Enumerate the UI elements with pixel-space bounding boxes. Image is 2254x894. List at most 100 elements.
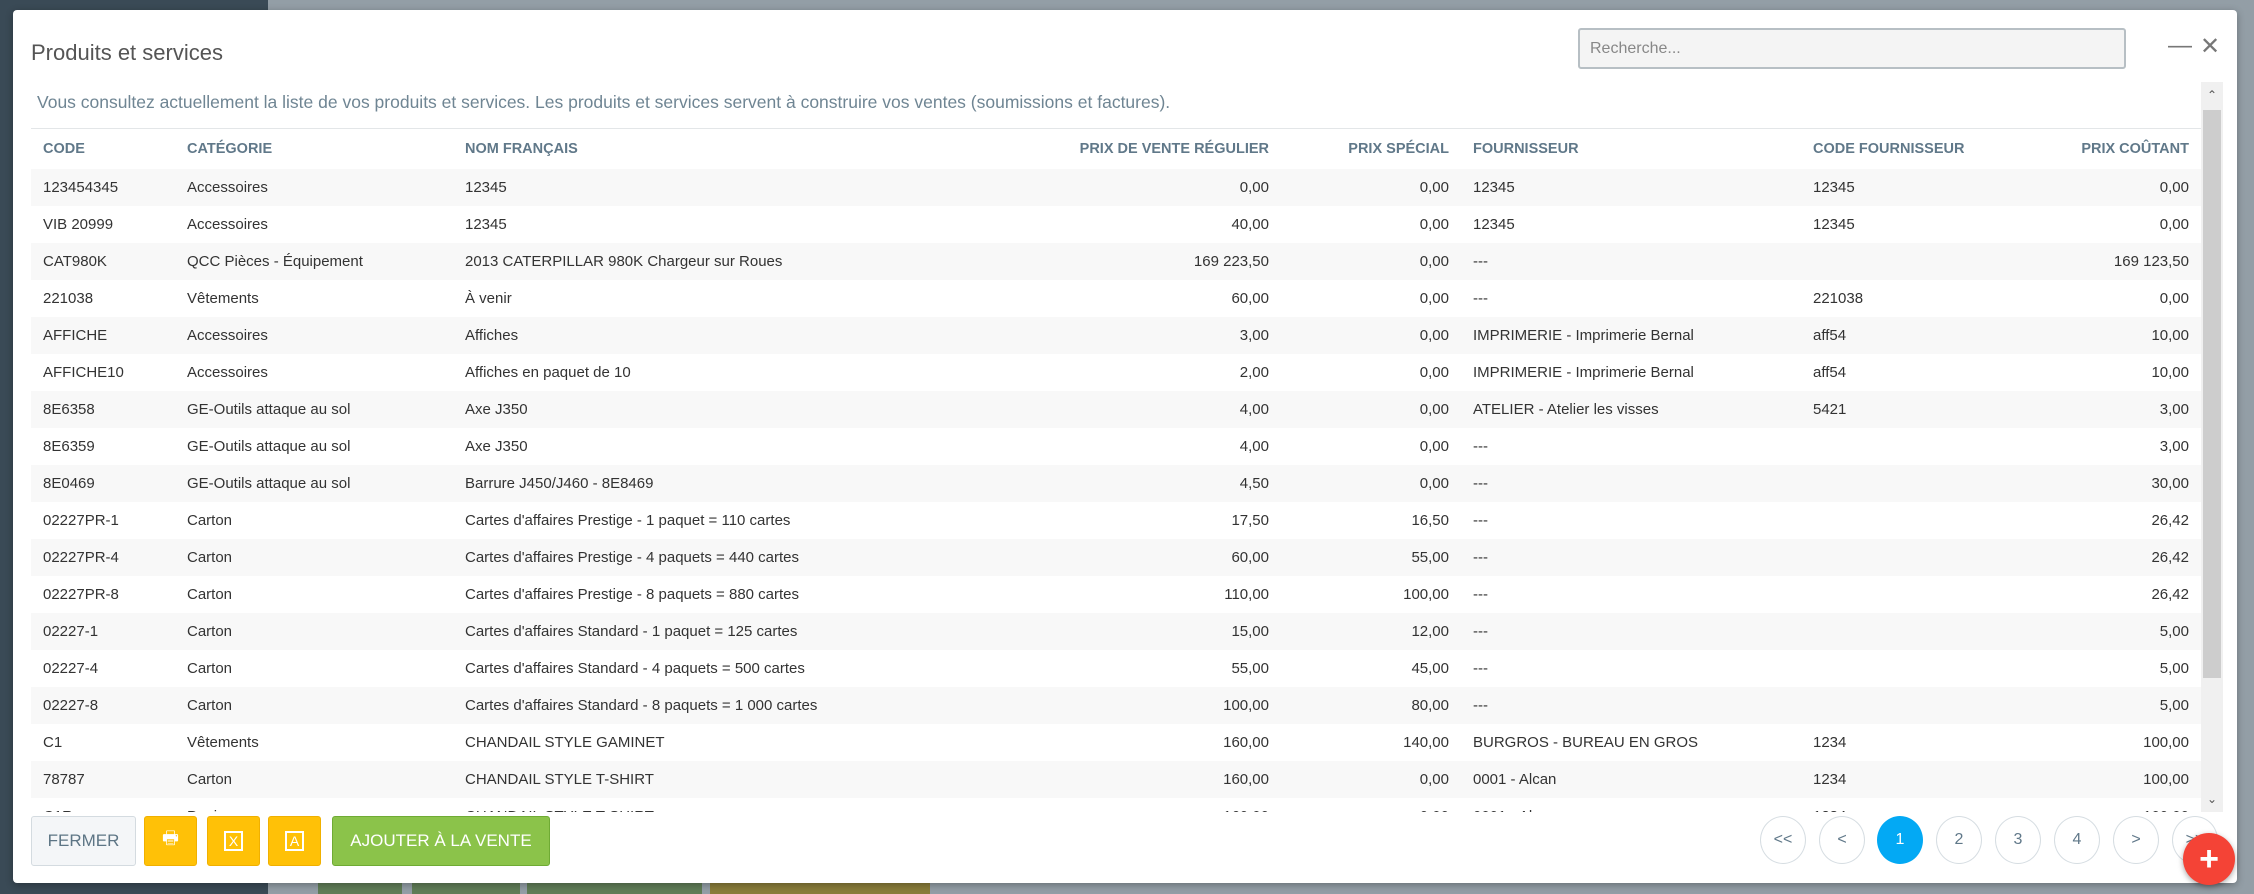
- table-row[interactable]: CAT980K QCC Pièces - Équipement 2013 CATER…: [31, 243, 2201, 280]
- cell-special-price: 0,00: [1419, 364, 1449, 381]
- column-header-supplier-code[interactable]: CODE FOURNISSEUR: [1813, 141, 1965, 157]
- cell-special-price: 55,00: [1411, 549, 1449, 566]
- close-button[interactable]: FERMER: [31, 816, 136, 866]
- table-row[interactable]: 8E6359 GE-Outils attaque au sol Axe J350 4,…: [31, 428, 2201, 465]
- cell-code: 8E6358: [43, 401, 95, 418]
- cell-code: 02227-4: [43, 660, 99, 677]
- cell-name: 2013 CATERPILLAR 980K Chargeur sur Roues: [465, 253, 783, 270]
- cell-category: Carton: [187, 697, 233, 714]
- cell-category: Carton: [187, 549, 233, 566]
- cell-cost-price: 5,00: [2159, 660, 2189, 677]
- table-row[interactable]: 02227PR-4 Carton Cartes d'affaires Prestig…: [31, 539, 2201, 576]
- table-row[interactable]: 8E6358 GE-Outils attaque au sol Axe J350 4,…: [31, 391, 2201, 428]
- cell-category: GE-Outils attaque au sol: [187, 475, 351, 492]
- scroll-up-icon[interactable]: ⌃: [2206, 88, 2218, 102]
- export-excel-button[interactable]: X: [207, 816, 260, 866]
- cell-cost-price: 26,42: [2151, 549, 2189, 566]
- table-row[interactable]: 02227-4 Carton Cartes d'affaires Standard …: [31, 650, 2201, 687]
- cell-supplier-code: 12345: [1813, 179, 1855, 196]
- cell-name: Axe J350: [465, 401, 528, 418]
- column-header-category[interactable]: CATÉGORIE: [187, 141, 273, 157]
- modal-title: Produits et services: [31, 40, 223, 65]
- cell-cost-price: 169 123,50: [2113, 253, 2189, 270]
- cell-special-price: 0,00: [1419, 401, 1449, 418]
- cell-supplier: ---: [1473, 475, 1488, 492]
- cell-regular-price: 40,00: [1231, 216, 1269, 233]
- add-to-sale-button[interactable]: AJOUTER À LA VENTE: [332, 816, 550, 866]
- table-row[interactable]: 02227-1 Carton Cartes d'affaires Standard …: [31, 613, 2201, 650]
- cell-supplier: 12345: [1473, 179, 1515, 196]
- close-icon[interactable]: ✕: [2200, 33, 2221, 60]
- column-header-cost-price[interactable]: PRIX COÛTANT: [2081, 141, 2189, 157]
- cell-cost-price: 30,00: [2151, 475, 2189, 492]
- cell-code: 78787: [43, 771, 85, 788]
- page-4-button[interactable]: 4: [2054, 816, 2100, 864]
- description: Vous consultez actuellement la liste de …: [37, 92, 1171, 112]
- cell-special-price: 0,00: [1419, 327, 1449, 344]
- table-row[interactable]: 8E0469 GE-Outils attaque au sol Barrure J4…: [31, 465, 2201, 502]
- export-pdf-button[interactable]: A: [268, 816, 321, 866]
- table-row[interactable]: C1RPapierCHANDAIL STYLE T-SHIRT160,000,0…: [31, 798, 2201, 812]
- cell-supplier: ---: [1473, 586, 1488, 603]
- page-2-button[interactable]: 2: [1936, 816, 1982, 864]
- table-row[interactable]: 02227-8 Carton Cartes d'affaires Standard …: [31, 687, 2201, 724]
- page-next-button[interactable]: >: [2113, 816, 2159, 864]
- cell-category: Papier: [175, 798, 453, 812]
- table-row[interactable]: VIB 20999 Accessoires 12345 40,00 0,00 12345 1…: [31, 206, 2201, 243]
- cell-cost-price: 10,00: [2151, 327, 2189, 344]
- page-prev-button[interactable]: <: [1819, 816, 1865, 864]
- cell-supplier-code: 12345: [1813, 216, 1855, 233]
- cell-regular-price: 60,00: [1231, 549, 1269, 566]
- cell-supplier: 12345: [1473, 216, 1515, 233]
- table-row[interactable]: AFFICHE Accessoires Affiches 3,00 0,00 IMPRIM…: [31, 317, 2201, 354]
- cell-special-price: 140,00: [1403, 734, 1449, 751]
- table-header: CODE CATÉGORIE NOM FRANÇAIS PRIX DE VENTE R…: [31, 129, 2201, 169]
- column-header-code[interactable]: CODE: [43, 141, 85, 157]
- table-row[interactable]: 123454345 Accessoires 12345 0,00 0,00 12345 12…: [31, 169, 2201, 206]
- cell-code: CAT980K: [43, 253, 107, 270]
- cell-supplier: ---: [1473, 438, 1488, 455]
- table-row[interactable]: 78787 Carton CHANDAIL STYLE T-SHIRT 160,00 0…: [31, 761, 2201, 798]
- cell-code: C1R: [31, 798, 175, 812]
- cell-supplier: ---: [1473, 623, 1488, 640]
- page-first-button[interactable]: <<: [1760, 816, 1806, 864]
- column-header-supplier[interactable]: FOURNISSEUR: [1473, 141, 1579, 157]
- column-header-regular-price[interactable]: PRIX DE VENTE RÉGULIER: [1079, 141, 1269, 157]
- search-input[interactable]: [1578, 28, 2126, 69]
- products-table: CODE CATÉGORIE NOM FRANÇAIS PRIX DE VENTE R…: [31, 129, 2201, 812]
- page-1-button[interactable]: 1: [1877, 816, 1923, 864]
- scrollbar-thumb[interactable]: [2203, 110, 2221, 678]
- cell-category: Carton: [187, 623, 233, 640]
- cell-category: GE-Outils attaque au sol: [187, 401, 351, 418]
- cell-cost-price: 10,00: [2151, 364, 2189, 381]
- cell-cost-price: 26,42: [2151, 586, 2189, 603]
- cell-cost-price: 26,42: [2151, 512, 2189, 529]
- print-button[interactable]: 🖶: [144, 816, 197, 866]
- scrollbar[interactable]: ⌃ ⌄: [2201, 82, 2223, 812]
- cell-regular-price: 4,00: [1239, 401, 1269, 418]
- cell-supplier-code: [1801, 539, 2021, 576]
- cell-name: CHANDAIL STYLE GAMINET: [465, 734, 665, 751]
- table-row[interactable]: 02227PR-1 Carton Cartes d'affaires Prestig…: [31, 502, 2201, 539]
- cell-supplier: ---: [1473, 512, 1488, 529]
- add-fab-button[interactable]: +: [2183, 833, 2235, 885]
- cell-cost-price: 5,00: [2159, 697, 2189, 714]
- cell-code: 02227PR-4: [43, 549, 119, 566]
- table-row[interactable]: 221038 Vêtements À venir 60,00 0,00 --- 221038…: [31, 280, 2201, 317]
- cell-name: Affiches en paquet de 10: [465, 364, 631, 381]
- cell-special-price: 0,00: [1419, 475, 1449, 492]
- cell-supplier-code: 5421: [1813, 401, 1847, 418]
- scroll-down-icon[interactable]: ⌄: [2206, 792, 2218, 806]
- cell-regular-price: 60,00: [1231, 290, 1269, 307]
- table-row[interactable]: C1 Vêtements CHANDAIL STYLE GAMINET 160,00 1…: [31, 724, 2201, 761]
- column-header-name[interactable]: NOM FRANÇAIS: [465, 141, 578, 157]
- table-row[interactable]: 02227PR-8 Carton Cartes d'affaires Prestig…: [31, 576, 2201, 613]
- cell-regular-price: 0,00: [1239, 179, 1269, 196]
- minimize-icon[interactable]: —: [2168, 32, 2192, 59]
- cell-supplier: IMPRIMERIE - Imprimerie Bernal: [1473, 327, 1694, 344]
- table-row[interactable]: AFFICHE10 Accessoires Affiches en paquet d…: [31, 354, 2201, 391]
- cell-regular-price: 110,00: [1224, 586, 1269, 603]
- cell-regular-price: 17,50: [1231, 512, 1269, 529]
- column-header-special-price[interactable]: PRIX SPÉCIAL: [1348, 141, 1449, 157]
- page-3-button[interactable]: 3: [1995, 816, 2041, 864]
